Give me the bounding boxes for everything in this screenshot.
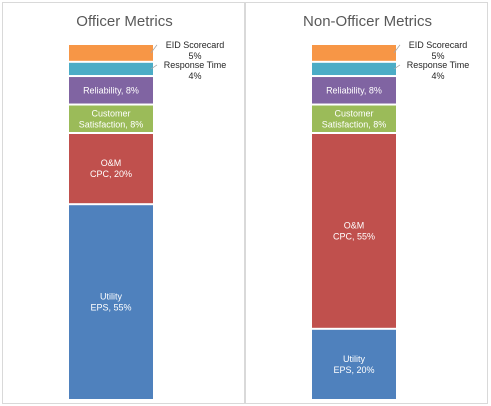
stacked-bar-chart: Non-Officer Metrics Utility EPS, 20% O&M CPC…	[303, 13, 470, 399]
callout-line-eid-scorecard	[150, 44, 158, 54]
bar-segment-eid-scorecard	[69, 45, 153, 61]
bar-segment-response-time	[69, 62, 153, 76]
chart-title: Non-Officer Metrics	[303, 13, 432, 30]
bar-segment-eid-scorecard	[312, 45, 396, 61]
data-label-utility: Utility EPS, 20%	[333, 354, 374, 375]
bar-segment-o-m-cpc	[312, 134, 396, 328]
data-label-response-time: Response Time 4%	[164, 60, 227, 81]
bar-segment-customer-satisfaction	[312, 105, 396, 132]
bar-segment-customer-satisfaction	[69, 105, 153, 132]
data-label-customer-satisfaction: Customer Satisfaction, 8%	[322, 108, 387, 129]
data-label-eid-scorecard: EID Scorecard 5%	[166, 40, 225, 61]
non-officer-metrics-panel: Non-Officer Metrics Utility EPS, 20% O&M CPC…	[245, 2, 488, 404]
bar-segment-reliability	[69, 77, 153, 104]
data-label-eid-scorecard: EID Scorecard 5%	[409, 40, 468, 61]
data-label-reliability: Reliability, 8%	[326, 85, 382, 95]
chart-title: Officer Metrics	[76, 13, 172, 30]
officer-metrics-panel: Officer Metrics Utility EPS, 55% O&M CPC, 20…	[2, 2, 245, 404]
data-label-o-m-cpc: O&M CPC, 20%	[90, 158, 132, 179]
data-label-response-time: Response Time 4%	[407, 60, 470, 81]
data-label-utility: Utility EPS, 55%	[90, 292, 131, 313]
data-label-reliability: Reliability, 8%	[83, 85, 139, 95]
data-label-o-m-cpc: O&M CPC, 55%	[333, 220, 375, 241]
bar-segment-reliability	[312, 77, 396, 104]
bar-segment-o-m-cpc	[69, 134, 153, 204]
bar-segment-utility	[312, 329, 396, 399]
stacked-bar-chart: Officer Metrics Utility EPS, 55% O&M CPC, 20…	[69, 13, 227, 399]
callout-line-response-time	[393, 64, 401, 70]
callout-line-eid-scorecard	[393, 44, 401, 54]
bar-segment-response-time	[312, 62, 396, 76]
data-label-customer-satisfaction: Customer Satisfaction, 8%	[79, 108, 144, 129]
bar-segment-utility	[69, 205, 153, 399]
callout-line-response-time	[150, 64, 158, 70]
